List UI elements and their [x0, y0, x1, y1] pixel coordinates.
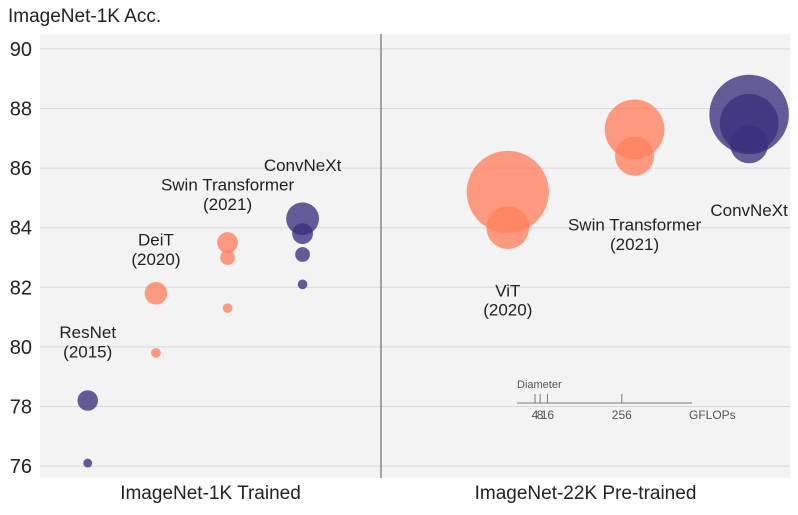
size-legend-tick-label: 4 [532, 408, 539, 422]
model-label: DeiT [138, 231, 174, 250]
convnext-bubble [297, 279, 308, 290]
y-axis-title: ImageNet-1K Acc. [8, 6, 161, 27]
transformer-bubble [217, 232, 238, 254]
transformer-bubble [144, 281, 168, 305]
transformer-bubble [220, 250, 235, 265]
model-label: (2020) [483, 301, 532, 320]
transformer-bubble [466, 150, 549, 233]
model-label: ViT [495, 281, 520, 300]
convnext-bubble [295, 247, 310, 262]
y-tick-label: 84 [10, 218, 32, 240]
bubbles [77, 74, 789, 468]
y-tick-label: 88 [10, 98, 32, 120]
panel-label: ImageNet-22K Pre-trained [475, 483, 697, 504]
y-tick-label: 78 [10, 396, 32, 418]
size-legend-tick-label: 16 [541, 408, 555, 422]
model-label: (2015) [63, 342, 112, 361]
y-tick-label: 80 [10, 337, 32, 359]
size-legend-tick-label: 256 [612, 408, 632, 422]
convnext-bubble [730, 125, 769, 164]
size-legend-title: Diameter [517, 379, 562, 391]
transformer-bubble [486, 206, 530, 250]
transformer-bubble [222, 303, 233, 313]
y-tick-label: 86 [10, 158, 32, 180]
panel-label: ImageNet-1K Trained [120, 483, 301, 504]
model-label: ResNet [59, 323, 116, 342]
model-label: ConvNeXt [710, 201, 788, 220]
model-label: Swin Transformer [568, 216, 702, 235]
model-label: Swin Transformer [161, 175, 295, 194]
panel-labels: ImageNet-1K Trained ImageNet-22K Pre-trai… [120, 483, 696, 504]
transformer-bubble [615, 136, 655, 176]
model-labels: ResNet(2015)DeiT(2020)Swin Transformer(2… [59, 156, 788, 361]
y-tick-label: 76 [10, 456, 32, 478]
convnext-bubble [286, 202, 320, 236]
model-label: (2020) [131, 250, 180, 269]
y-tick-label: 82 [10, 277, 32, 299]
y-tick-labels: 76 78 80 82 84 86 88 90 [10, 39, 32, 478]
convnext-bubble [77, 390, 98, 411]
size-legend-unit: GFLOPs [689, 408, 736, 422]
model-label: ConvNeXt [264, 156, 342, 175]
model-label: (2021) [203, 195, 252, 214]
convnext-bubble [83, 458, 93, 468]
size-legend-tick-label: 8 [537, 408, 544, 422]
y-tick-label: 90 [10, 39, 32, 61]
transformer-bubble [151, 347, 161, 358]
model-label: (2021) [610, 235, 659, 254]
convnext-bubble [292, 223, 313, 245]
